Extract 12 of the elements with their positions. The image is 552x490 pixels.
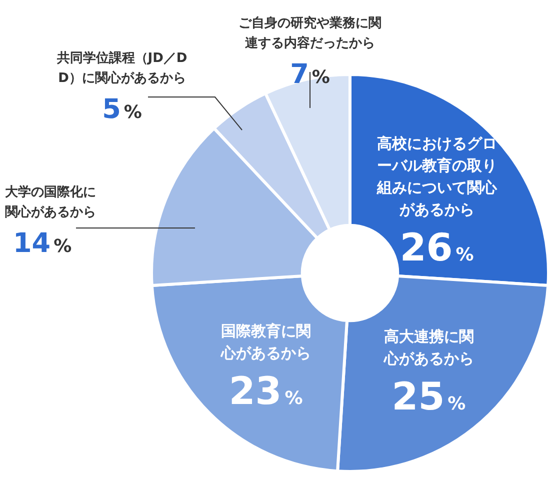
slice-label: 共同学位課程（JD／DD）に関心があるから <box>56 50 188 86</box>
slice-label: ご自身の研究や業務に関連する内容だったから <box>238 15 382 51</box>
data-label: 23% <box>228 369 303 414</box>
data-label: 14% <box>13 228 72 259</box>
data-label: 25% <box>392 374 466 418</box>
slice-label: 大学の国際化に関心があるから <box>5 185 96 220</box>
data-label: 26% <box>400 225 474 270</box>
slice-label: 国際教育に関心があるから <box>220 322 311 362</box>
data-label: 5% <box>102 94 142 125</box>
slice-label: 高大連携に関心があるから <box>382 327 474 368</box>
slice-label: 高校におけるグローバル教育の取り組みについて関心があるから <box>376 134 498 218</box>
data-label: 7% <box>290 59 330 90</box>
